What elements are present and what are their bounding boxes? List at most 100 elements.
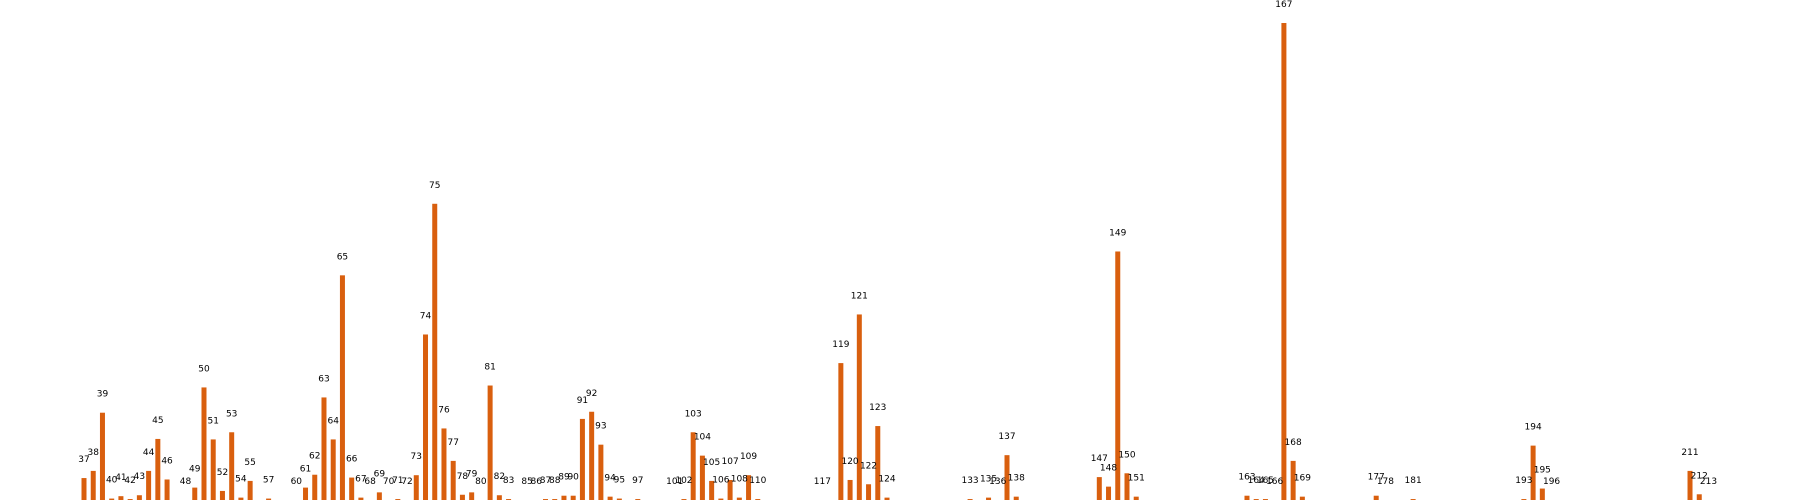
bar-label-103: 103 — [685, 409, 702, 419]
bar-label-74: 74 — [420, 311, 432, 321]
bar-label-52: 52 — [217, 468, 228, 478]
bar-label-90: 90 — [567, 473, 579, 483]
bar-label-177: 177 — [1368, 473, 1385, 483]
bar-label-164: 164 — [1248, 476, 1265, 486]
bar-label-211: 211 — [1681, 448, 1698, 458]
bar-label-48: 48 — [180, 477, 192, 487]
bar-label-212: 212 — [1691, 471, 1708, 481]
bar-109 — [746, 475, 752, 500]
bar-label-88: 88 — [549, 476, 561, 486]
bar-163 — [1244, 495, 1250, 500]
bar-64 — [330, 439, 336, 500]
bar-61 — [303, 487, 309, 500]
bar-label-46: 46 — [161, 456, 173, 466]
bar-39 — [99, 412, 105, 500]
bar-label-71: 71 — [392, 476, 403, 486]
bar-74 — [423, 334, 429, 500]
bar-55 — [247, 480, 253, 500]
bar-label-138: 138 — [1008, 474, 1025, 484]
bar-label-82: 82 — [494, 472, 505, 482]
bar-label-81: 81 — [484, 363, 495, 373]
bar-54 — [238, 497, 244, 500]
bar-label-119: 119 — [832, 340, 849, 350]
bar-89 — [561, 495, 567, 500]
bar-211 — [1687, 470, 1693, 500]
bar-label-77: 77 — [447, 438, 458, 448]
bar-147 — [1096, 477, 1102, 500]
bar-103 — [690, 432, 696, 500]
bar-label-43: 43 — [134, 472, 145, 482]
bar-label-60: 60 — [291, 477, 303, 487]
bar-label-163: 163 — [1238, 473, 1255, 483]
bar-label-123: 123 — [869, 403, 886, 413]
bar-46 — [164, 479, 170, 500]
bar-label-85: 85 — [521, 477, 532, 487]
bar-label-122: 122 — [860, 461, 877, 471]
bar-label-83: 83 — [503, 476, 514, 486]
bar-label-137: 137 — [998, 432, 1015, 442]
bar-label-69: 69 — [374, 469, 386, 479]
bar-label-40: 40 — [106, 476, 118, 486]
bar-label-73: 73 — [411, 452, 422, 462]
bar-label-120: 120 — [841, 457, 858, 467]
bar-77 — [450, 460, 456, 500]
bar-label-193: 193 — [1515, 476, 1532, 486]
bar-label-86: 86 — [531, 477, 543, 487]
bar-label-42: 42 — [124, 476, 135, 486]
bar-67 — [358, 497, 364, 500]
bar-62 — [312, 474, 318, 500]
bar-label-106: 106 — [712, 476, 729, 486]
bar-label-169: 169 — [1294, 474, 1311, 484]
bar-label-76: 76 — [438, 405, 450, 415]
bar-93 — [598, 444, 604, 500]
bar-90 — [570, 495, 576, 500]
bar-label-94: 94 — [604, 474, 616, 484]
bar-122 — [866, 484, 872, 500]
bar-177 — [1373, 495, 1379, 500]
bar-95 — [616, 498, 622, 500]
bar-label-148: 148 — [1100, 464, 1117, 474]
bar-105 — [709, 480, 715, 500]
bar-label-72: 72 — [401, 477, 412, 487]
bar-label-108: 108 — [731, 475, 748, 485]
bar-label-55: 55 — [244, 458, 255, 468]
bar-label-67: 67 — [355, 475, 366, 485]
bar-label-92: 92 — [586, 389, 597, 399]
bar-label-107: 107 — [722, 457, 739, 467]
bar-66 — [349, 477, 355, 500]
bar-label-178: 178 — [1377, 477, 1394, 487]
bar-50 — [201, 387, 207, 500]
bar-label-68: 68 — [364, 477, 376, 487]
bar-104 — [699, 455, 705, 500]
bar-57 — [266, 498, 272, 500]
bar-69 — [376, 492, 382, 500]
bar-52 — [219, 490, 225, 500]
bar-43 — [136, 495, 142, 500]
bar-label-49: 49 — [189, 465, 201, 475]
bar-38 — [90, 470, 96, 500]
bar-label-110: 110 — [749, 476, 766, 486]
bar-label-133: 133 — [961, 476, 978, 486]
bar-label-136: 136 — [989, 477, 1006, 487]
bar-label-213: 213 — [1700, 477, 1717, 487]
bar-65 — [339, 275, 345, 500]
bar-151 — [1133, 496, 1139, 500]
bar-label-51: 51 — [207, 416, 218, 426]
bar-label-79: 79 — [466, 469, 478, 479]
bar-label-80: 80 — [475, 477, 487, 487]
bar-137 — [1004, 455, 1010, 500]
bar-label-150: 150 — [1118, 450, 1135, 460]
bar-75 — [432, 203, 438, 500]
bar-124 — [884, 497, 890, 500]
bar-49 — [192, 487, 198, 500]
bar-label-75: 75 — [429, 181, 440, 191]
bar-121 — [856, 314, 862, 500]
bar-label-95: 95 — [614, 476, 625, 486]
bar-212 — [1696, 494, 1702, 500]
bar-label-63: 63 — [318, 374, 329, 384]
bar-label-50: 50 — [198, 364, 210, 374]
bar-194 — [1530, 445, 1536, 500]
bar-label-89: 89 — [558, 473, 570, 483]
bar-51 — [210, 439, 216, 500]
